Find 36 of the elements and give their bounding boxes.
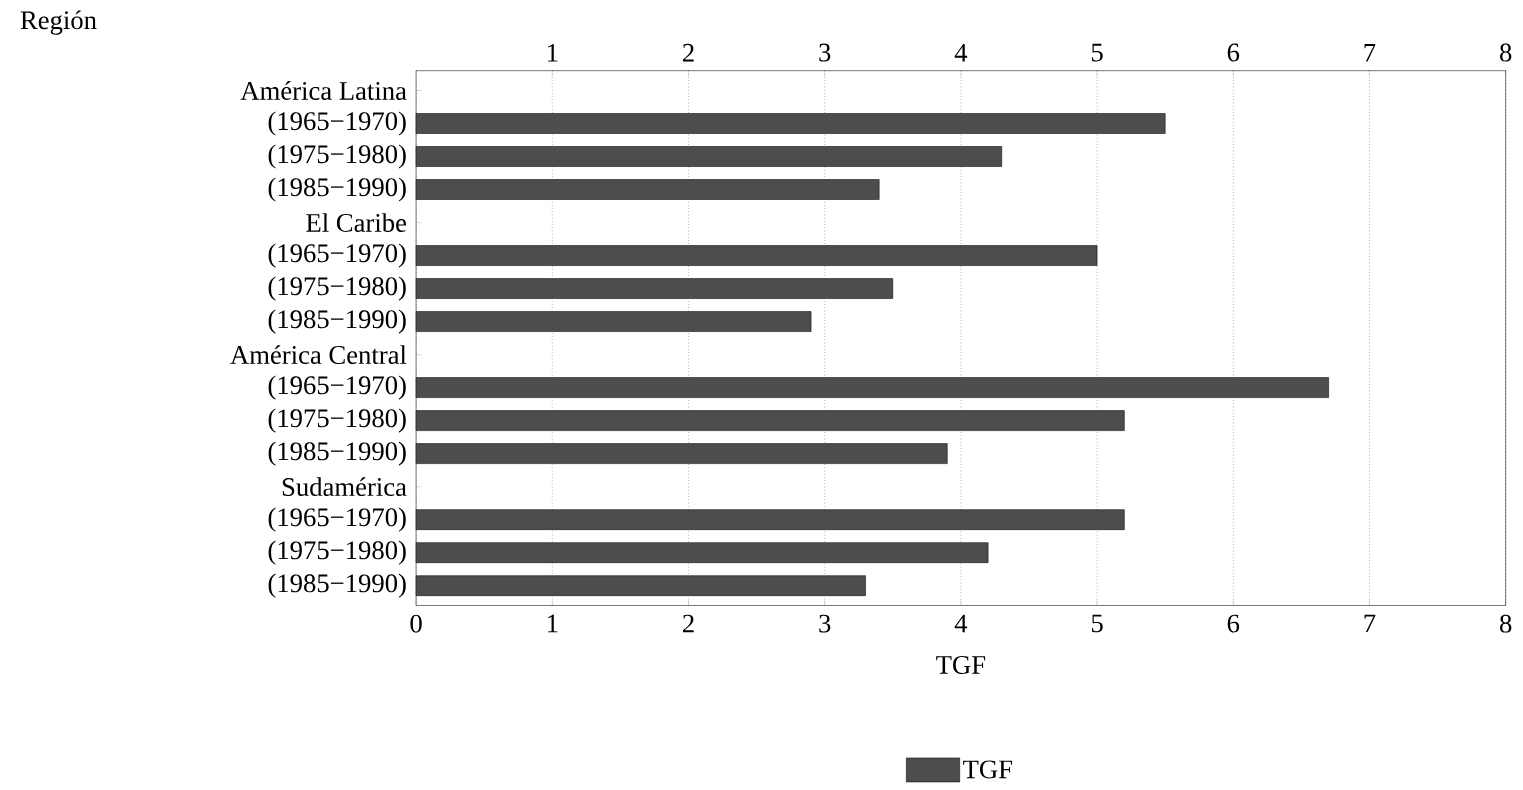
text: Región — [20, 10, 97, 35]
x2-tick-label: 4 — [954, 44, 968, 62]
x-tick-label: 2 — [682, 614, 694, 633]
y-tick-label: (1985−1990) — [268, 177, 406, 202]
y-tick-label: (1965−1970) — [268, 111, 406, 136]
legend-label: TGF — [963, 760, 1013, 779]
y-tick-label: (1975−1980) — [268, 276, 406, 301]
y-tick-label: (1975−1980) — [268, 540, 406, 565]
x2-tick-label: 3 — [819, 43, 831, 62]
y-tick-label: América Latina — [240, 81, 407, 101]
y-tick-label: El Caribe — [306, 213, 407, 233]
x-axis-title: TGF — [936, 656, 986, 675]
x-tick-label: 1 — [547, 614, 558, 633]
x2-tick-label: 1 — [547, 44, 558, 62]
y-tick-label: (1985−1990) — [268, 441, 406, 466]
y-tick-label: (1965−1970) — [268, 375, 406, 400]
x-tick-label: 5 — [1091, 614, 1103, 633]
x-tick-label: 0 — [410, 614, 422, 633]
x-tick-label: 8 — [1500, 614, 1512, 633]
y-tick-label: (1965−1970) — [268, 243, 406, 268]
y-tick-label: Sudamérica — [282, 477, 407, 497]
x2-tick-label: 6 — [1227, 43, 1240, 62]
y-tick-label: (1965−1970) — [268, 507, 406, 532]
x2-tick-label: 7 — [1364, 44, 1376, 62]
y-tick-label: (1975−1980) — [268, 408, 406, 433]
y-tick-label: (1985−1990) — [268, 309, 406, 334]
y-tick-label: América Central — [230, 345, 407, 365]
x-tick-label: 6 — [1227, 614, 1240, 633]
y-tick-label: (1975−1980) — [268, 144, 406, 169]
x2-tick-label: 5 — [1091, 44, 1103, 62]
x2-tick-label: 8 — [1500, 43, 1512, 62]
x-tick-label: 4 — [954, 614, 968, 633]
x-tick-label: 7 — [1364, 614, 1376, 633]
x2-tick-label: 2 — [683, 44, 694, 62]
x-tick-label: 3 — [819, 614, 831, 633]
y-tick-label: (1985−1990) — [268, 573, 406, 598]
